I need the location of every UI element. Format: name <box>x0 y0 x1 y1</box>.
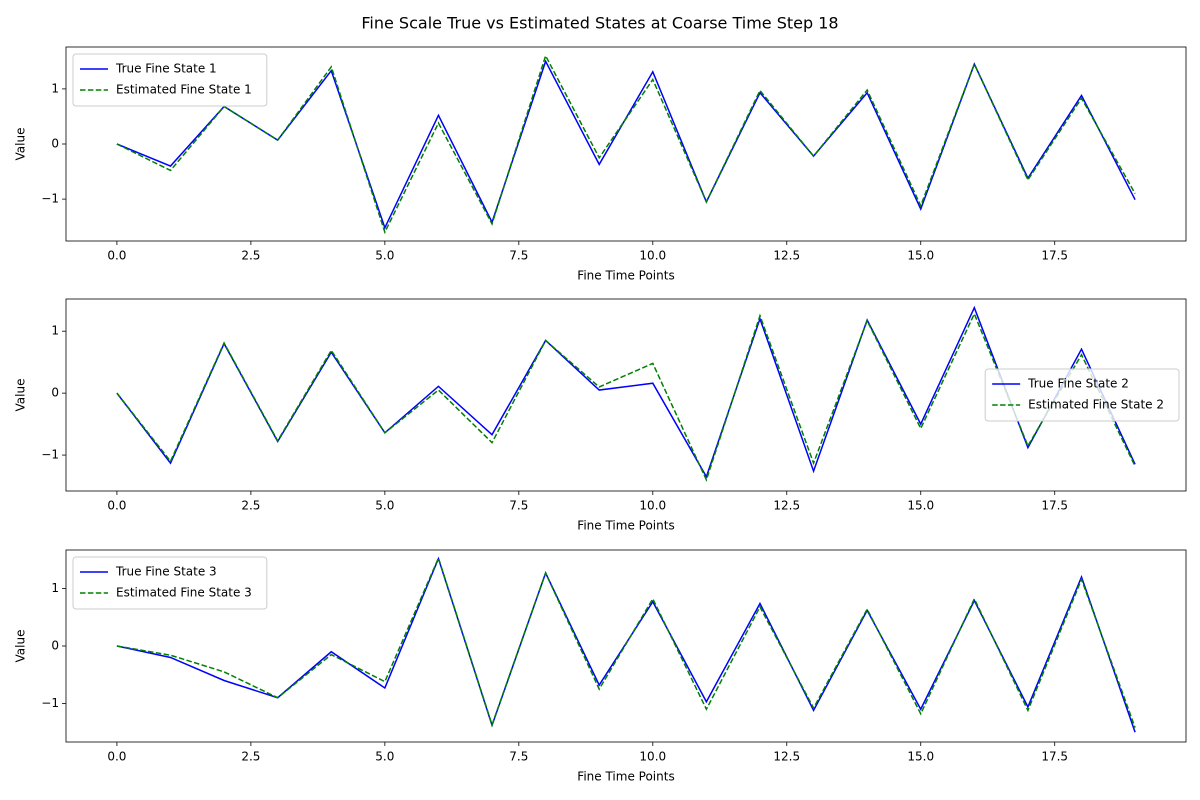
y-tick-label: 0 <box>51 639 59 653</box>
y-tick-label: 1 <box>51 324 59 338</box>
legend: True Fine State 3 Estimated Fine State 3 <box>72 556 268 610</box>
figure-title: Fine Scale True vs Estimated States at C… <box>361 14 838 33</box>
x-tick-label: 15.0 <box>907 249 934 263</box>
x-tick-label: 7.5 <box>509 750 528 764</box>
x-tick-label: 10.0 <box>639 249 666 263</box>
x-tick-label: 5.0 <box>375 249 394 263</box>
x-tick-label: 2.5 <box>241 750 260 764</box>
axes: 0.0 2.5 5.0 7.5 10.0 12.5 15.0 17.5 −1 0 1 Fine Tim… <box>14 298 1187 533</box>
axes-frame <box>65 549 1187 743</box>
y-tick-label: 0 <box>51 386 59 400</box>
x-tick-label: 17.5 <box>1041 750 1068 764</box>
x-tick-label: 10.0 <box>639 750 666 764</box>
legend-label: Estimated Fine State 1 <box>116 83 252 97</box>
y-tick-label: −1 <box>41 448 59 462</box>
legend-label: Estimated Fine State 3 <box>116 586 252 600</box>
x-tick-label: 12.5 <box>773 249 800 263</box>
y-tick-label: 1 <box>51 581 59 595</box>
x-tick-label: 7.5 <box>509 249 528 263</box>
y-tick-label: −1 <box>41 696 59 710</box>
x-tick-label: 0.0 <box>107 750 126 764</box>
series-line <box>116 311 1136 482</box>
legend-box <box>72 556 268 610</box>
legend-box <box>72 53 268 107</box>
x-tick-label: 0.0 <box>107 249 126 263</box>
x-axis-label: Fine Time Points <box>577 519 674 533</box>
legend: True Fine State 2 Estimated Fine State 2 <box>984 368 1180 422</box>
x-tick-label: 15.0 <box>907 499 934 513</box>
x-axis-label: Fine Time Points <box>577 770 674 784</box>
series-line <box>116 555 1136 728</box>
x-tick-label: 2.5 <box>241 499 260 513</box>
x-tick-label: 7.5 <box>509 499 528 513</box>
axes: 0.0 2.5 5.0 7.5 10.0 12.5 15.0 17.5 −1 0 1 Fine Tim… <box>14 46 1187 283</box>
legend-label: True Fine State 2 <box>1027 377 1129 391</box>
y-tick-label: 0 <box>51 137 59 151</box>
legend: True Fine State 1 Estimated Fine State 1 <box>72 53 268 107</box>
x-tick-label: 0.0 <box>107 499 126 513</box>
x-tick-label: 5.0 <box>375 750 394 764</box>
legend-label: True Fine State 3 <box>115 565 217 579</box>
x-tick-label: 17.5 <box>1041 499 1068 513</box>
x-tick-label: 12.5 <box>773 750 800 764</box>
x-axis-label: Fine Time Points <box>577 269 674 283</box>
axes-frame <box>65 46 1187 242</box>
y-axis-label: Value <box>14 128 28 161</box>
y-axis-label: Value <box>14 379 28 412</box>
x-tick-label: 5.0 <box>375 499 394 513</box>
x-tick-label: 10.0 <box>639 499 666 513</box>
y-tick-label: 1 <box>51 81 59 95</box>
x-tick-label: 15.0 <box>907 750 934 764</box>
x-tick-label: 17.5 <box>1041 249 1068 263</box>
y-tick-label: −1 <box>41 192 59 206</box>
axes: 0.0 2.5 5.0 7.5 10.0 12.5 15.0 17.5 −1 0 1 Fine Tim… <box>14 549 1187 784</box>
x-tick-label: 2.5 <box>241 249 260 263</box>
legend-label: True Fine State 1 <box>115 62 217 76</box>
x-tick-label: 12.5 <box>773 499 800 513</box>
axes-frame <box>65 298 1187 492</box>
legend-box <box>984 368 1180 422</box>
series-line <box>116 53 1136 235</box>
legend-label: Estimated Fine State 2 <box>1028 398 1164 412</box>
y-axis-label: Value <box>14 630 28 663</box>
